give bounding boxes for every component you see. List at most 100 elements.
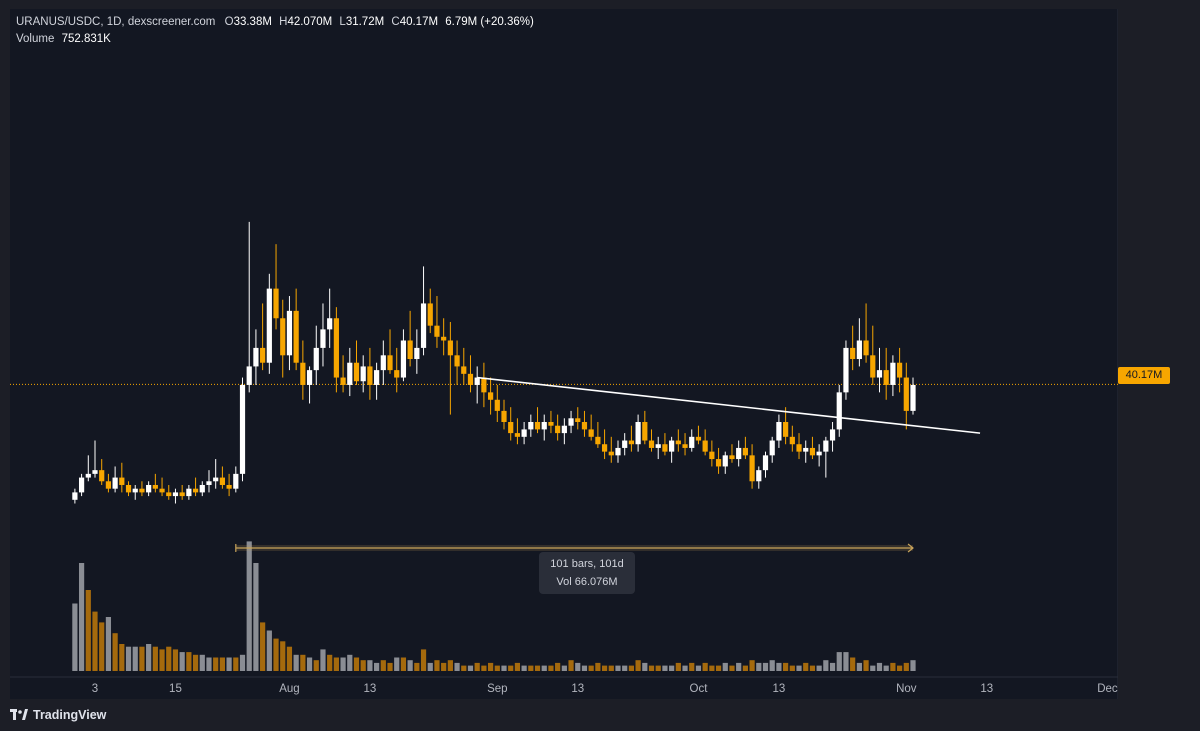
candle-body <box>521 429 527 437</box>
candle-body <box>414 347 420 360</box>
candle-body <box>239 384 246 474</box>
candle-body <box>327 318 333 330</box>
volume-bar <box>219 657 225 671</box>
candle-body <box>481 377 487 393</box>
candle-body <box>266 288 272 363</box>
volume-bar <box>487 662 494 671</box>
volume-bar <box>823 660 829 671</box>
candle-body <box>313 347 319 371</box>
volume-bar <box>601 665 608 671</box>
candle-body <box>447 340 453 356</box>
candle-body <box>286 310 293 356</box>
candle-body <box>742 447 748 456</box>
candle-body <box>796 444 802 452</box>
volume-bar <box>648 665 655 671</box>
volume-bar <box>561 665 567 671</box>
x-tick-label: 13 <box>980 683 993 695</box>
volume-bar <box>152 646 158 671</box>
candle-body <box>729 455 735 460</box>
volume-bar <box>508 665 514 671</box>
volume-bar <box>78 563 85 671</box>
candle-body <box>595 436 601 445</box>
candle-body <box>642 422 648 441</box>
candle-body <box>615 447 621 456</box>
candle-body <box>380 355 386 371</box>
volume-bar <box>876 662 883 671</box>
volume-bar <box>320 649 326 671</box>
candle-body <box>682 444 688 448</box>
volume-bar <box>481 665 487 671</box>
candle-body <box>434 325 440 337</box>
symbol-label[interactable]: URANUS/USDC, 1D, dexscreener.com <box>16 16 216 28</box>
volume-bar <box>246 541 252 671</box>
candle-body <box>756 470 762 482</box>
open-label: O <box>224 16 234 28</box>
volume-bar <box>454 662 460 671</box>
candle-body <box>655 444 661 448</box>
volume-bar <box>132 646 138 671</box>
volume-bar <box>803 662 809 671</box>
candle-body <box>890 362 896 385</box>
volume-bar <box>695 665 702 671</box>
volume-label[interactable]: Volume <box>16 33 55 45</box>
volume-bar <box>253 563 259 671</box>
candle-body <box>119 477 125 485</box>
volume-bar <box>715 665 722 671</box>
volume-bar <box>199 654 205 671</box>
candle-body <box>816 451 822 456</box>
volume-bar <box>615 665 621 671</box>
high-label: H <box>279 16 288 28</box>
volume-bar <box>494 665 500 671</box>
candle-body <box>340 377 346 385</box>
candle-body <box>467 373 474 385</box>
volume-bar <box>333 657 339 671</box>
price-chart[interactable]: 130.00M120.00M110.00M100.00M90.00M80.00M… <box>10 9 1118 699</box>
candle-body <box>105 481 112 489</box>
candle-body <box>689 436 695 448</box>
volume-bar <box>353 657 360 671</box>
volume-bar <box>112 633 118 671</box>
volume-bar <box>749 660 755 671</box>
footer-bar <box>0 702 1200 731</box>
volume-bar <box>441 662 447 671</box>
volume-bar <box>903 662 909 671</box>
candle-body <box>575 418 581 422</box>
candle-body <box>555 425 561 434</box>
volume-bar <box>555 662 561 671</box>
candle-body <box>910 384 916 411</box>
candle-body <box>92 470 98 474</box>
volume-bar <box>829 662 836 671</box>
candle-body <box>474 377 480 385</box>
candle-body <box>783 422 789 437</box>
volume-bar <box>327 654 333 671</box>
candle-body <box>306 370 313 385</box>
candle-body <box>347 362 353 385</box>
candle-body <box>112 477 118 489</box>
volume-bar <box>192 654 199 671</box>
volume-bar <box>622 665 628 671</box>
x-tick-label: Sep <box>487 683 507 695</box>
candle-body <box>581 422 588 430</box>
candle-body <box>856 340 862 360</box>
chart-area[interactable]: 130.00M120.00M110.00M100.00M90.00M80.00M… <box>10 9 1118 699</box>
candle-body <box>568 418 574 426</box>
candle-body <box>441 336 447 341</box>
x-tick-label: Aug <box>279 683 299 695</box>
candle-body <box>608 451 614 456</box>
volume-bar <box>186 652 192 671</box>
candle-body <box>541 422 547 430</box>
candle-body <box>226 484 232 489</box>
tradingview-logo[interactable]: TradingView <box>10 708 106 722</box>
volume-bar <box>742 665 748 671</box>
volume-bar <box>769 660 775 671</box>
candle-body <box>293 310 299 363</box>
candle-body <box>186 488 192 497</box>
volume-bar <box>139 646 145 671</box>
volume-bar <box>125 646 132 671</box>
volume-bar <box>179 652 185 671</box>
candle-body <box>501 410 507 422</box>
volume-bar <box>260 622 266 671</box>
candle-body <box>561 425 567 434</box>
volume-bar <box>99 622 105 671</box>
